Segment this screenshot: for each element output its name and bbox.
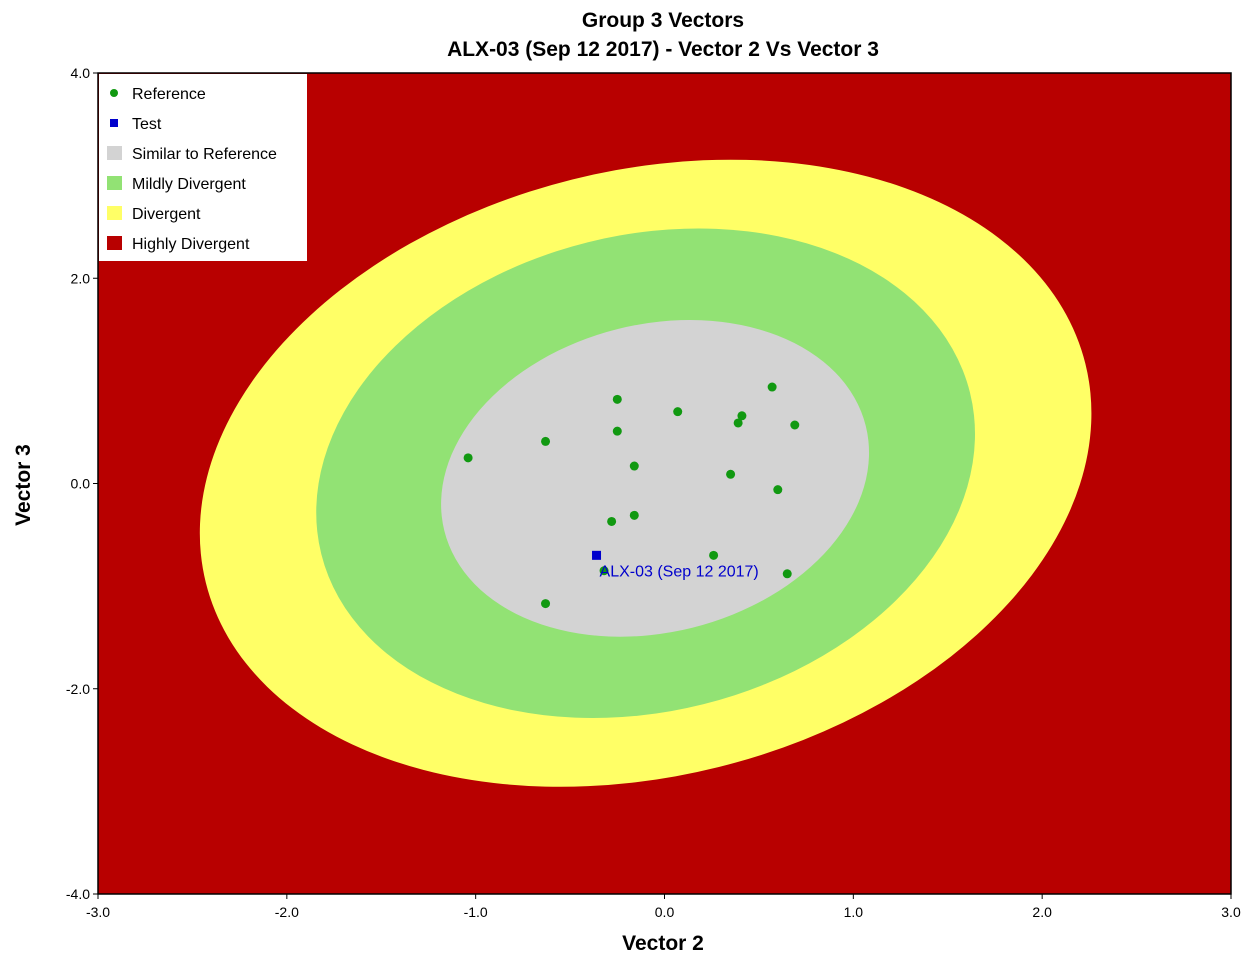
reference-point xyxy=(541,436,551,446)
legend-item-highly-divergent-swatch xyxy=(107,236,122,250)
legend-item-mildly-divergent-label: Mildly Divergent xyxy=(132,176,246,193)
reference-point xyxy=(767,382,777,392)
reference-point xyxy=(737,411,747,421)
reference-point xyxy=(612,426,622,436)
chart-title: Group 3 Vectors xyxy=(582,9,744,32)
legend-item-divergent-swatch xyxy=(107,206,122,220)
legend-item-reference-marker xyxy=(110,89,118,97)
reference-point xyxy=(726,469,736,479)
reference-point xyxy=(709,550,719,560)
x-tick-label: 1.0 xyxy=(844,904,864,920)
reference-point xyxy=(782,569,792,579)
y-axis-ticks: -4.0 -2.0 0.0 2.0 4.0 xyxy=(66,65,98,902)
x-tick-label: -3.0 xyxy=(86,904,110,920)
reference-point xyxy=(607,516,617,526)
reference-point xyxy=(541,599,551,609)
x-tick-label: -1.0 xyxy=(464,904,488,920)
legend-item-similar-to-reference-label: Similar to Reference xyxy=(132,146,277,163)
chart-subtitle: ALX-03 (Sep 12 2017) - Vector 2 Vs Vecto… xyxy=(447,38,879,61)
x-axis-ticks: -3.0 -2.0 -1.0 0.0 1.0 2.0 3.0 xyxy=(86,894,1241,920)
zone-similar-to-reference xyxy=(441,320,870,637)
legend: Reference Test Similar to Reference Mildly … xyxy=(99,74,307,261)
legend-item-similar-to-reference-swatch xyxy=(107,146,122,160)
legend-box xyxy=(99,74,307,261)
legend-item-test-marker xyxy=(110,119,118,127)
reference-point xyxy=(629,461,639,471)
reference-point xyxy=(463,453,473,463)
y-tick-label: -2.0 xyxy=(66,681,90,697)
reference-point xyxy=(629,510,639,520)
reference-point xyxy=(790,420,800,430)
x-tick-label: 2.0 xyxy=(1032,904,1052,920)
y-tick-label: 2.0 xyxy=(71,270,91,286)
reference-point xyxy=(673,407,683,417)
x-tick-label: 0.0 xyxy=(655,904,675,920)
reference-point xyxy=(599,566,609,576)
reference-point xyxy=(612,394,622,404)
legend-item-test-label: Test xyxy=(132,116,162,133)
y-axis-label: Vector 3 xyxy=(12,444,35,526)
legend-item-reference-label: Reference xyxy=(132,86,206,103)
x-tick-label: -2.0 xyxy=(275,904,299,920)
y-tick-label: -4.0 xyxy=(66,886,90,902)
y-tick-label: 0.0 xyxy=(71,476,91,492)
test-point xyxy=(592,550,602,560)
y-tick-label: 4.0 xyxy=(71,65,91,81)
legend-item-divergent-label: Divergent xyxy=(132,206,201,223)
test-point-label: ALX-03 (Sep 12 2017) xyxy=(600,563,759,580)
x-tick-label: 3.0 xyxy=(1221,904,1241,920)
reference-point xyxy=(733,418,743,428)
x-axis-label: Vector 2 xyxy=(622,932,704,955)
reference-point xyxy=(773,485,783,495)
legend-item-mildly-divergent-swatch xyxy=(107,176,122,190)
legend-item-highly-divergent-label: Highly Divergent xyxy=(132,236,250,253)
